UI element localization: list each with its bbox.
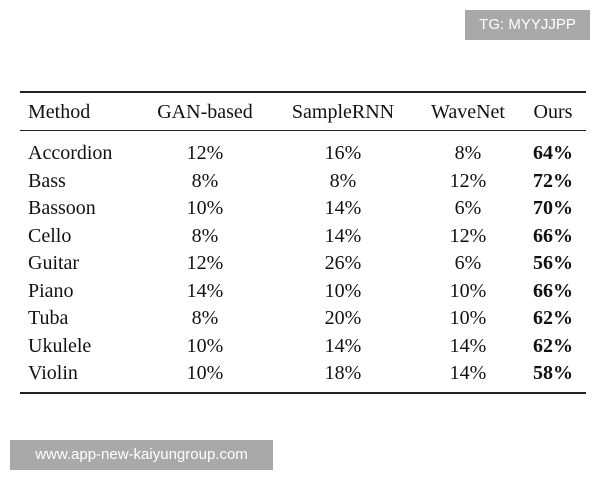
row-label: Bassoon [28,197,96,219]
table-cell: 8% [191,169,219,192]
table-cell: 66% [533,224,573,247]
header-cell: SampleRNN [291,101,395,123]
table-cell: 12% [449,224,487,247]
table-cell: 10% [186,197,224,219]
watermark: TG: MYYJJPP [465,10,590,40]
table-cell: 12% [186,142,224,164]
table-cell: 12% [449,169,487,192]
table-cell: 58% [533,362,573,384]
table-cell: 10% [324,279,362,302]
table-cell: 6% [454,197,482,219]
row-label: Accordion [28,142,113,164]
table-cell: 8% [191,224,219,247]
table-cell: 64% [533,142,573,164]
table-cell: 8% [329,169,357,192]
table-cell: 62% [533,334,573,357]
table-cell: 6% [454,252,482,274]
row-label: Violin [28,362,78,384]
mid-rule [20,130,586,131]
table-cell: 70% [533,197,573,219]
table-cell: 14% [449,334,487,357]
table-cell: 8% [454,142,482,164]
top-rule [20,91,586,93]
table-cell: 72% [533,169,573,192]
table-cell: 56% [533,252,573,274]
table-cell: 10% [449,279,487,302]
table-cell: 10% [186,362,224,384]
table-cell: 62% [533,307,573,329]
watermark: www.app-new-kaiyungroup.com [10,440,273,470]
row-label: Piano [28,279,74,302]
bottom-rule [20,392,586,394]
table-cell: 14% [324,334,362,357]
table-cell: 10% [186,334,224,357]
header-cell: GAN-based [157,101,253,123]
table-cell: 14% [324,224,362,247]
header-cell: WaveNet [431,101,505,123]
header-cell: Method [28,101,91,123]
row-label: Ukulele [28,334,92,357]
table-cell: 26% [324,252,362,274]
row-label: Cello [28,224,72,247]
table-cell: 66% [533,279,573,302]
row-label: Bass [28,169,66,192]
row-label: Tuba [28,307,69,329]
table-cell: 12% [186,252,224,274]
table-cell: 8% [191,307,219,329]
table-cell: 14% [324,197,362,219]
table-cell: 16% [324,142,362,164]
row-label: Guitar [28,252,80,274]
table-cell: 18% [324,362,362,384]
table-cell: 14% [449,362,487,384]
header-cell: Ours [533,101,573,123]
table-cell: 14% [186,279,224,302]
table-cell: 20% [324,307,362,329]
table-cell: 10% [449,307,487,329]
